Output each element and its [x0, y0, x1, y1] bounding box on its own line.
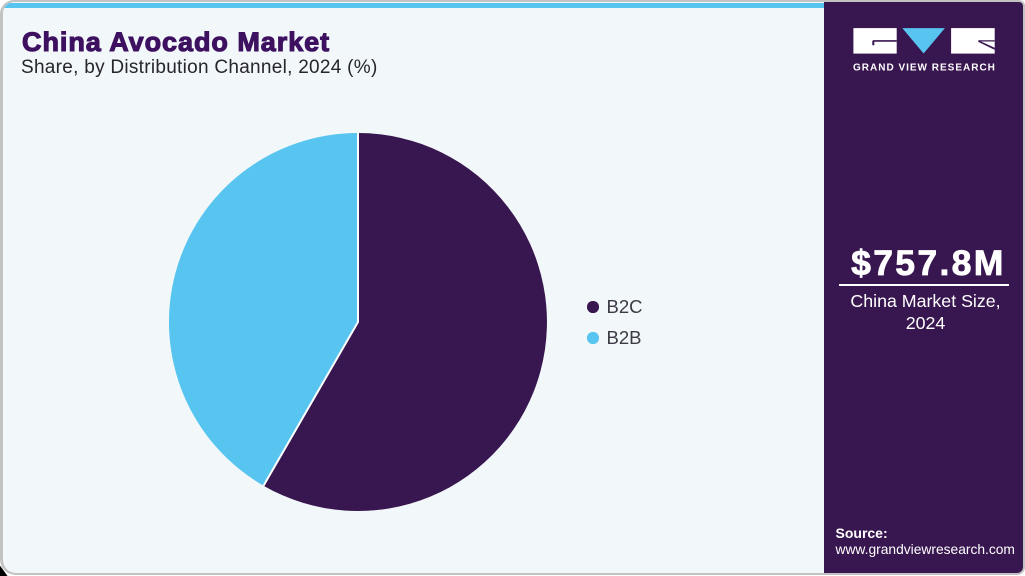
svg-text:GRAND VIEW RESEARCH: GRAND VIEW RESEARCH — [853, 63, 995, 73]
